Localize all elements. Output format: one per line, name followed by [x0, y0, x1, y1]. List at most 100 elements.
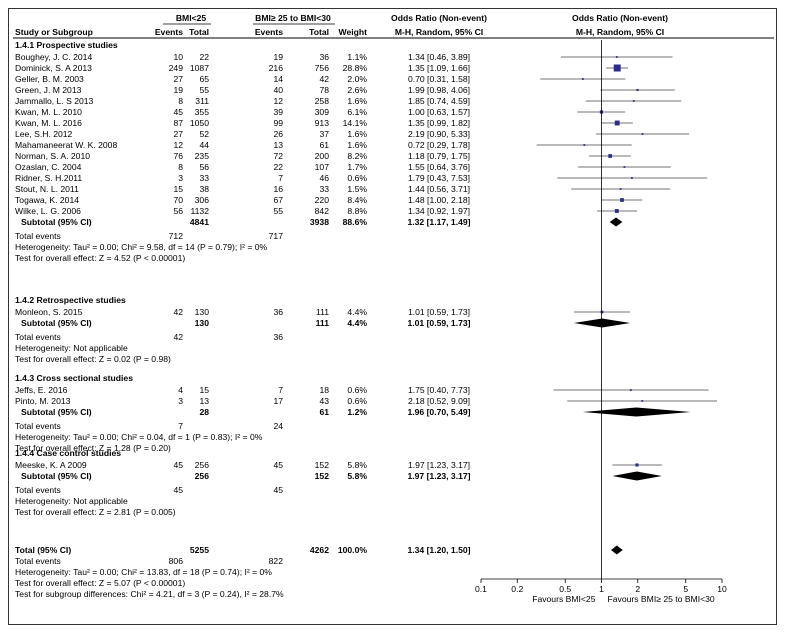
- study-or-text: 0.72 [0.29, 1.78]: [408, 140, 470, 150]
- study-total2: 111: [316, 307, 329, 317]
- heterogeneity-text: Heterogeneity: Not applicable: [15, 343, 128, 353]
- study-total1: 33: [199, 173, 209, 183]
- study-name: Lee, S.H. 2012: [15, 129, 73, 139]
- study-name: Pinto, M. 2013: [15, 396, 71, 406]
- study-marker: [641, 133, 644, 135]
- subtotal-weight: 4.4%: [347, 318, 367, 328]
- study-events2: 16: [273, 184, 283, 194]
- study-weight: 14.1%: [343, 118, 368, 128]
- study-events2: 45: [273, 460, 283, 470]
- study-total2: 842: [315, 206, 330, 216]
- study-events2: 72: [273, 151, 283, 161]
- total-total1: 5255: [190, 545, 209, 555]
- group1-header: BMI<25: [176, 13, 207, 23]
- subtotal-total2: 3938: [310, 217, 329, 227]
- study-or-text: 0.70 [0.31, 1.58]: [408, 74, 470, 84]
- heterogeneity-text: Heterogeneity: Tau² = 0.00; Chi² = 9.58,…: [15, 242, 268, 252]
- study-events2: 22: [273, 162, 283, 172]
- col-total2-header: Total: [309, 27, 329, 37]
- study-or-text: 1.79 [0.43, 7.53]: [408, 173, 470, 183]
- study-total2: 46: [319, 173, 329, 183]
- subtotal-label: Subtotal (95% CI): [21, 318, 92, 328]
- study-events1: 3: [178, 173, 183, 183]
- figure-frame: BMI<25 BMI≥ 25 to BMI<30 Odds Ratio (Non-e…: [8, 8, 777, 625]
- study-total2: 42: [319, 74, 329, 84]
- study-total1: 38: [199, 184, 209, 194]
- study-total1: 311: [195, 96, 209, 106]
- subtotal-diamond: [582, 407, 691, 417]
- subtotal-diamond: [612, 471, 662, 481]
- study-total2: 107: [315, 162, 330, 172]
- subtotal-label: Subtotal (95% CI): [21, 217, 92, 227]
- total-events-label: Total events: [15, 332, 61, 342]
- study-events2: 39: [273, 107, 283, 117]
- study-or-text: 1.35 [0.99, 1.82]: [408, 118, 470, 128]
- study-total2: 78: [319, 85, 329, 95]
- study-or-text: 1.55 [0.64, 3.76]: [408, 162, 470, 172]
- study-marker: [583, 144, 586, 146]
- total-events2: 24: [273, 421, 283, 431]
- total-events2: 717: [269, 231, 284, 241]
- study-total1: 56: [199, 162, 209, 172]
- study-total1: 44: [199, 140, 209, 150]
- study-events2: 26: [273, 129, 283, 139]
- subgroup-title: 1.4.2 Retrospective studies: [15, 295, 126, 305]
- study-or-text: 2.19 [0.90, 5.33]: [408, 129, 470, 139]
- group2-header: BMI≥ 25 to BMI<30: [255, 13, 331, 23]
- heterogeneity-text: Heterogeneity: Tau² = 0.00; Chi² = 0.04,…: [15, 432, 263, 442]
- subtotal-total2: 61: [319, 407, 329, 417]
- study-weight: 1.6%: [347, 129, 367, 139]
- study-events1: 70: [173, 195, 183, 205]
- study-total2: 43: [319, 396, 329, 406]
- study-events2: 7: [278, 173, 283, 183]
- study-total2: 756: [315, 63, 330, 73]
- study-total2: 258: [315, 96, 330, 106]
- study-total1: 1132: [191, 206, 210, 216]
- study-name: Geller, B. M. 2003: [15, 74, 84, 84]
- study-marker: [636, 88, 639, 92]
- study-name: Togawa, K. 2014: [15, 195, 79, 205]
- study-marker: [619, 188, 622, 190]
- col-events2-header: Events: [255, 27, 283, 37]
- subtotal-total2: 152: [315, 471, 330, 481]
- x-tick-label: 2: [635, 584, 640, 594]
- study-marker: [641, 400, 644, 402]
- study-weight: 0.6%: [347, 385, 367, 395]
- study-events1: 42: [173, 307, 183, 317]
- study-total1: 15: [199, 385, 209, 395]
- study-or-text: 1.01 [0.59, 1.73]: [408, 307, 470, 317]
- study-marker: [581, 78, 584, 80]
- subtotal-weight: 88.6%: [343, 217, 368, 227]
- or-text-subheader: M-H, Random, 95% CI: [395, 27, 483, 37]
- subgroup-title: 1.4.3 Cross sectional studies: [15, 373, 133, 383]
- study-total2: 18: [319, 385, 329, 395]
- total-events1: 712: [169, 231, 184, 241]
- study-events1: 8: [178, 96, 183, 106]
- study-events1: 4: [178, 385, 183, 395]
- study-or-text: 1.18 [0.79, 1.75]: [408, 151, 470, 161]
- study-name: Ridner, S. H.2011: [15, 173, 82, 183]
- study-marker: [613, 64, 621, 72]
- study-marker: [614, 120, 620, 126]
- study-weight: 1.7%: [347, 162, 367, 172]
- study-events1: 45: [173, 107, 183, 117]
- study-events2: 13: [273, 140, 283, 150]
- study-total1: 52: [199, 129, 209, 139]
- study-events1: 12: [173, 140, 183, 150]
- study-events2: 216: [269, 63, 284, 73]
- total-weight: 100.0%: [338, 545, 368, 555]
- study-total2: 200: [315, 151, 330, 161]
- heterogeneity-text: Heterogeneity: Not applicable: [15, 496, 128, 506]
- forest-plot: BMI<25 BMI≥ 25 to BMI<30 Odds Ratio (Non-e…: [13, 13, 774, 604]
- study-name: Dominick, S. A 2013: [15, 63, 92, 73]
- study-marker: [620, 198, 624, 202]
- study-marker: [635, 463, 639, 467]
- study-weight: 5.8%: [347, 460, 367, 470]
- favours-left-label: Favours BMI<25: [532, 594, 596, 604]
- study-total1: 306: [195, 195, 210, 205]
- subtotal-or-text: 1.32 [1.17, 1.49]: [407, 217, 470, 227]
- study-total1: 22: [199, 52, 209, 62]
- study-events1: 45: [173, 460, 183, 470]
- study-name: Ozaslan, C. 2004: [15, 162, 82, 172]
- total-events-label: Total events: [15, 231, 61, 241]
